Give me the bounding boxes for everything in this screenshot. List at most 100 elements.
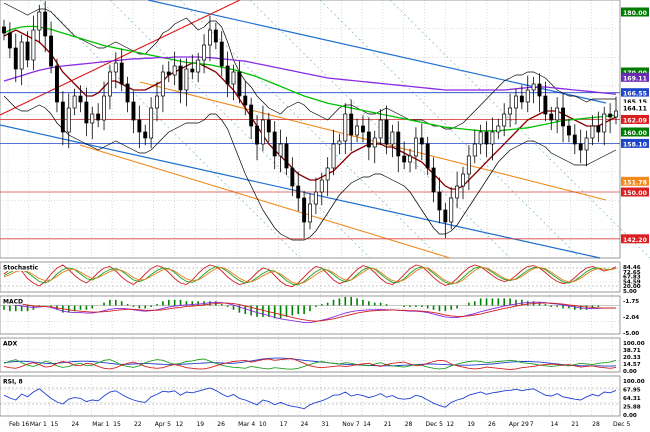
candle-body bbox=[219, 41, 224, 67]
x-tick-label: 22 bbox=[134, 421, 142, 428]
candle-body bbox=[25, 41, 30, 61]
macd-panel-title: MACD bbox=[3, 299, 23, 306]
candle-body bbox=[519, 95, 524, 103]
red-trend-line bbox=[0, 0, 241, 116]
price-badge bbox=[621, 127, 649, 137]
price-label: 164.11 bbox=[623, 105, 647, 112]
x-tick-label: 12 bbox=[446, 421, 454, 428]
candle-body bbox=[196, 59, 201, 73]
candle-body bbox=[502, 113, 507, 127]
candle-body bbox=[60, 101, 65, 133]
candle-body bbox=[525, 89, 530, 103]
candle-body bbox=[149, 107, 154, 139]
price-label: 180.00 bbox=[623, 10, 648, 17]
candle-body bbox=[2, 26, 6, 34]
candle-body bbox=[319, 179, 324, 193]
candle-body bbox=[537, 83, 542, 97]
candle-body bbox=[49, 35, 54, 67]
candle-body bbox=[419, 137, 424, 145]
rsi-title-bg bbox=[1, 377, 32, 385]
price-badge bbox=[621, 138, 649, 148]
stochastic-axis-label: 84.46 bbox=[623, 265, 641, 271]
adx-series-line bbox=[3, 357, 617, 370]
candle-body bbox=[378, 119, 383, 139]
candle-body bbox=[237, 71, 242, 97]
candle-body bbox=[266, 119, 271, 133]
candle-body bbox=[131, 101, 136, 121]
candle-body bbox=[366, 131, 371, 148]
price-badge bbox=[621, 102, 649, 112]
price-badge bbox=[621, 176, 649, 186]
panel-frame-price bbox=[0, 0, 621, 259]
candle-body bbox=[7, 32, 12, 49]
stochastic-title-bg bbox=[1, 263, 49, 271]
candle-body bbox=[490, 131, 495, 145]
candle-body bbox=[484, 131, 489, 145]
candle-body bbox=[166, 71, 171, 76]
candle-body bbox=[190, 68, 195, 73]
price-badge bbox=[621, 88, 649, 98]
macd-axis-label: -2.04 bbox=[623, 315, 639, 321]
overlay-line-ma-mid bbox=[3, 25, 617, 132]
candle-body bbox=[313, 191, 318, 205]
price-badge bbox=[621, 234, 649, 244]
price-badge bbox=[621, 187, 649, 197]
fan-line bbox=[249, 0, 511, 259]
adx-axis-label: 14.57 bbox=[623, 362, 641, 368]
candle-body bbox=[172, 65, 177, 76]
candle-body bbox=[278, 143, 283, 157]
overlay-line-ma-short bbox=[3, 29, 617, 190]
rsi-axis-label: 0.00 bbox=[623, 413, 637, 419]
candle-body bbox=[213, 29, 218, 43]
candle-body bbox=[578, 143, 583, 151]
candle-body bbox=[443, 209, 448, 223]
price-badge bbox=[621, 7, 649, 17]
candle-body bbox=[413, 137, 418, 157]
candle-body bbox=[90, 113, 95, 124]
price-label: 150.00 bbox=[623, 190, 648, 197]
panel-frame-rsi bbox=[0, 375, 621, 417]
candle-body bbox=[543, 95, 548, 115]
candle-body bbox=[461, 173, 465, 187]
macd-axis-label: -1.75 bbox=[623, 299, 639, 305]
candle-body bbox=[231, 71, 236, 85]
x-tick-label: Dec 5 bbox=[426, 421, 444, 428]
price-label: 169.11 bbox=[623, 75, 647, 82]
rsi-axis-label: 100.00 bbox=[623, 379, 645, 385]
candle-body bbox=[284, 143, 289, 169]
x-tick-label: 26 bbox=[488, 421, 496, 428]
rsi-axis-label: 64.31 bbox=[623, 396, 641, 402]
candle-body bbox=[590, 125, 595, 139]
adx-panel-title: ADX bbox=[3, 341, 18, 348]
fan-line bbox=[389, 0, 650, 259]
candle-body bbox=[302, 197, 307, 223]
x-tick-label: 19 bbox=[467, 421, 475, 428]
price-label: 165.15 bbox=[623, 99, 647, 106]
candle-body bbox=[107, 71, 112, 97]
price-badge bbox=[621, 114, 649, 124]
candle-body bbox=[308, 203, 312, 223]
channel-upper-line bbox=[147, 0, 607, 104]
adx-axis-label: 20.33 bbox=[623, 355, 641, 361]
candle-body bbox=[19, 41, 24, 70]
x-tick-label: Dec 5 bbox=[613, 421, 631, 428]
candle-body bbox=[78, 95, 83, 103]
price-label: 162.09 bbox=[623, 117, 647, 124]
candle-body bbox=[514, 95, 518, 109]
candle-body bbox=[96, 113, 101, 121]
rsi-axis-label: 67.95 bbox=[623, 388, 641, 394]
candle-body bbox=[37, 11, 42, 31]
candle-body bbox=[184, 68, 189, 91]
price-label: 166.55 bbox=[623, 91, 647, 98]
candle-body bbox=[249, 104, 254, 127]
candle-body bbox=[325, 167, 330, 181]
stochastic-axis-label: 20.00 bbox=[623, 284, 641, 290]
x-tick-label: Mar 1 bbox=[92, 421, 109, 428]
candle-body bbox=[437, 191, 442, 211]
x-tick-label: 19 bbox=[196, 421, 204, 428]
candle-body bbox=[331, 143, 336, 169]
x-tick-label: 21 bbox=[384, 421, 392, 428]
x-tick-label: 26 bbox=[217, 421, 225, 428]
